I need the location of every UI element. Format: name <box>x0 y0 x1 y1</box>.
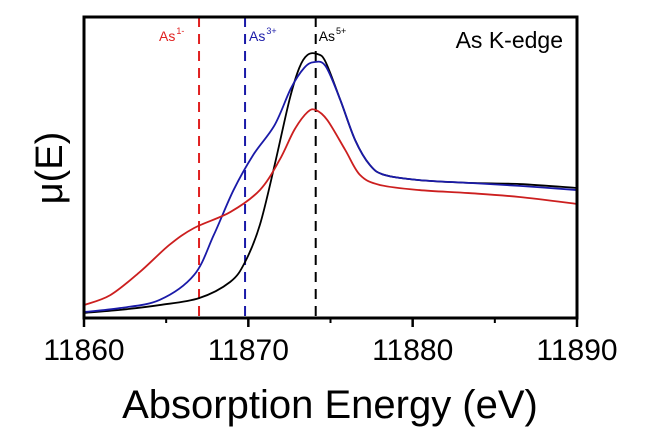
edge-annotation: As K-edge <box>456 27 563 53</box>
reference-label-as3: As3+ <box>249 26 277 44</box>
x-axis-ticks <box>82 318 579 327</box>
reference-lines <box>198 17 317 318</box>
reference-label-as5: As5+ <box>319 26 347 44</box>
reference-labels: As1- As3+ As5+ <box>159 26 346 44</box>
reference-label-as1: As1- <box>159 26 184 44</box>
x-tick-label: 11890 <box>536 334 617 367</box>
plot-frame <box>82 15 579 320</box>
x-axis-tick-labels: 11860 11870 11880 11890 <box>43 334 617 367</box>
x-tick-label: 11860 <box>43 334 124 367</box>
series-line-2 <box>83 60 578 313</box>
series-line-1 <box>83 52 578 314</box>
series-line-3 <box>83 108 578 306</box>
x-tick-label: 11880 <box>372 334 453 367</box>
x-axis-title: Absorption Energy (eV) <box>122 383 538 427</box>
y-axis-title: μ(E) <box>29 132 71 205</box>
series-lines <box>83 52 578 314</box>
x-tick-label: 11870 <box>208 334 289 367</box>
